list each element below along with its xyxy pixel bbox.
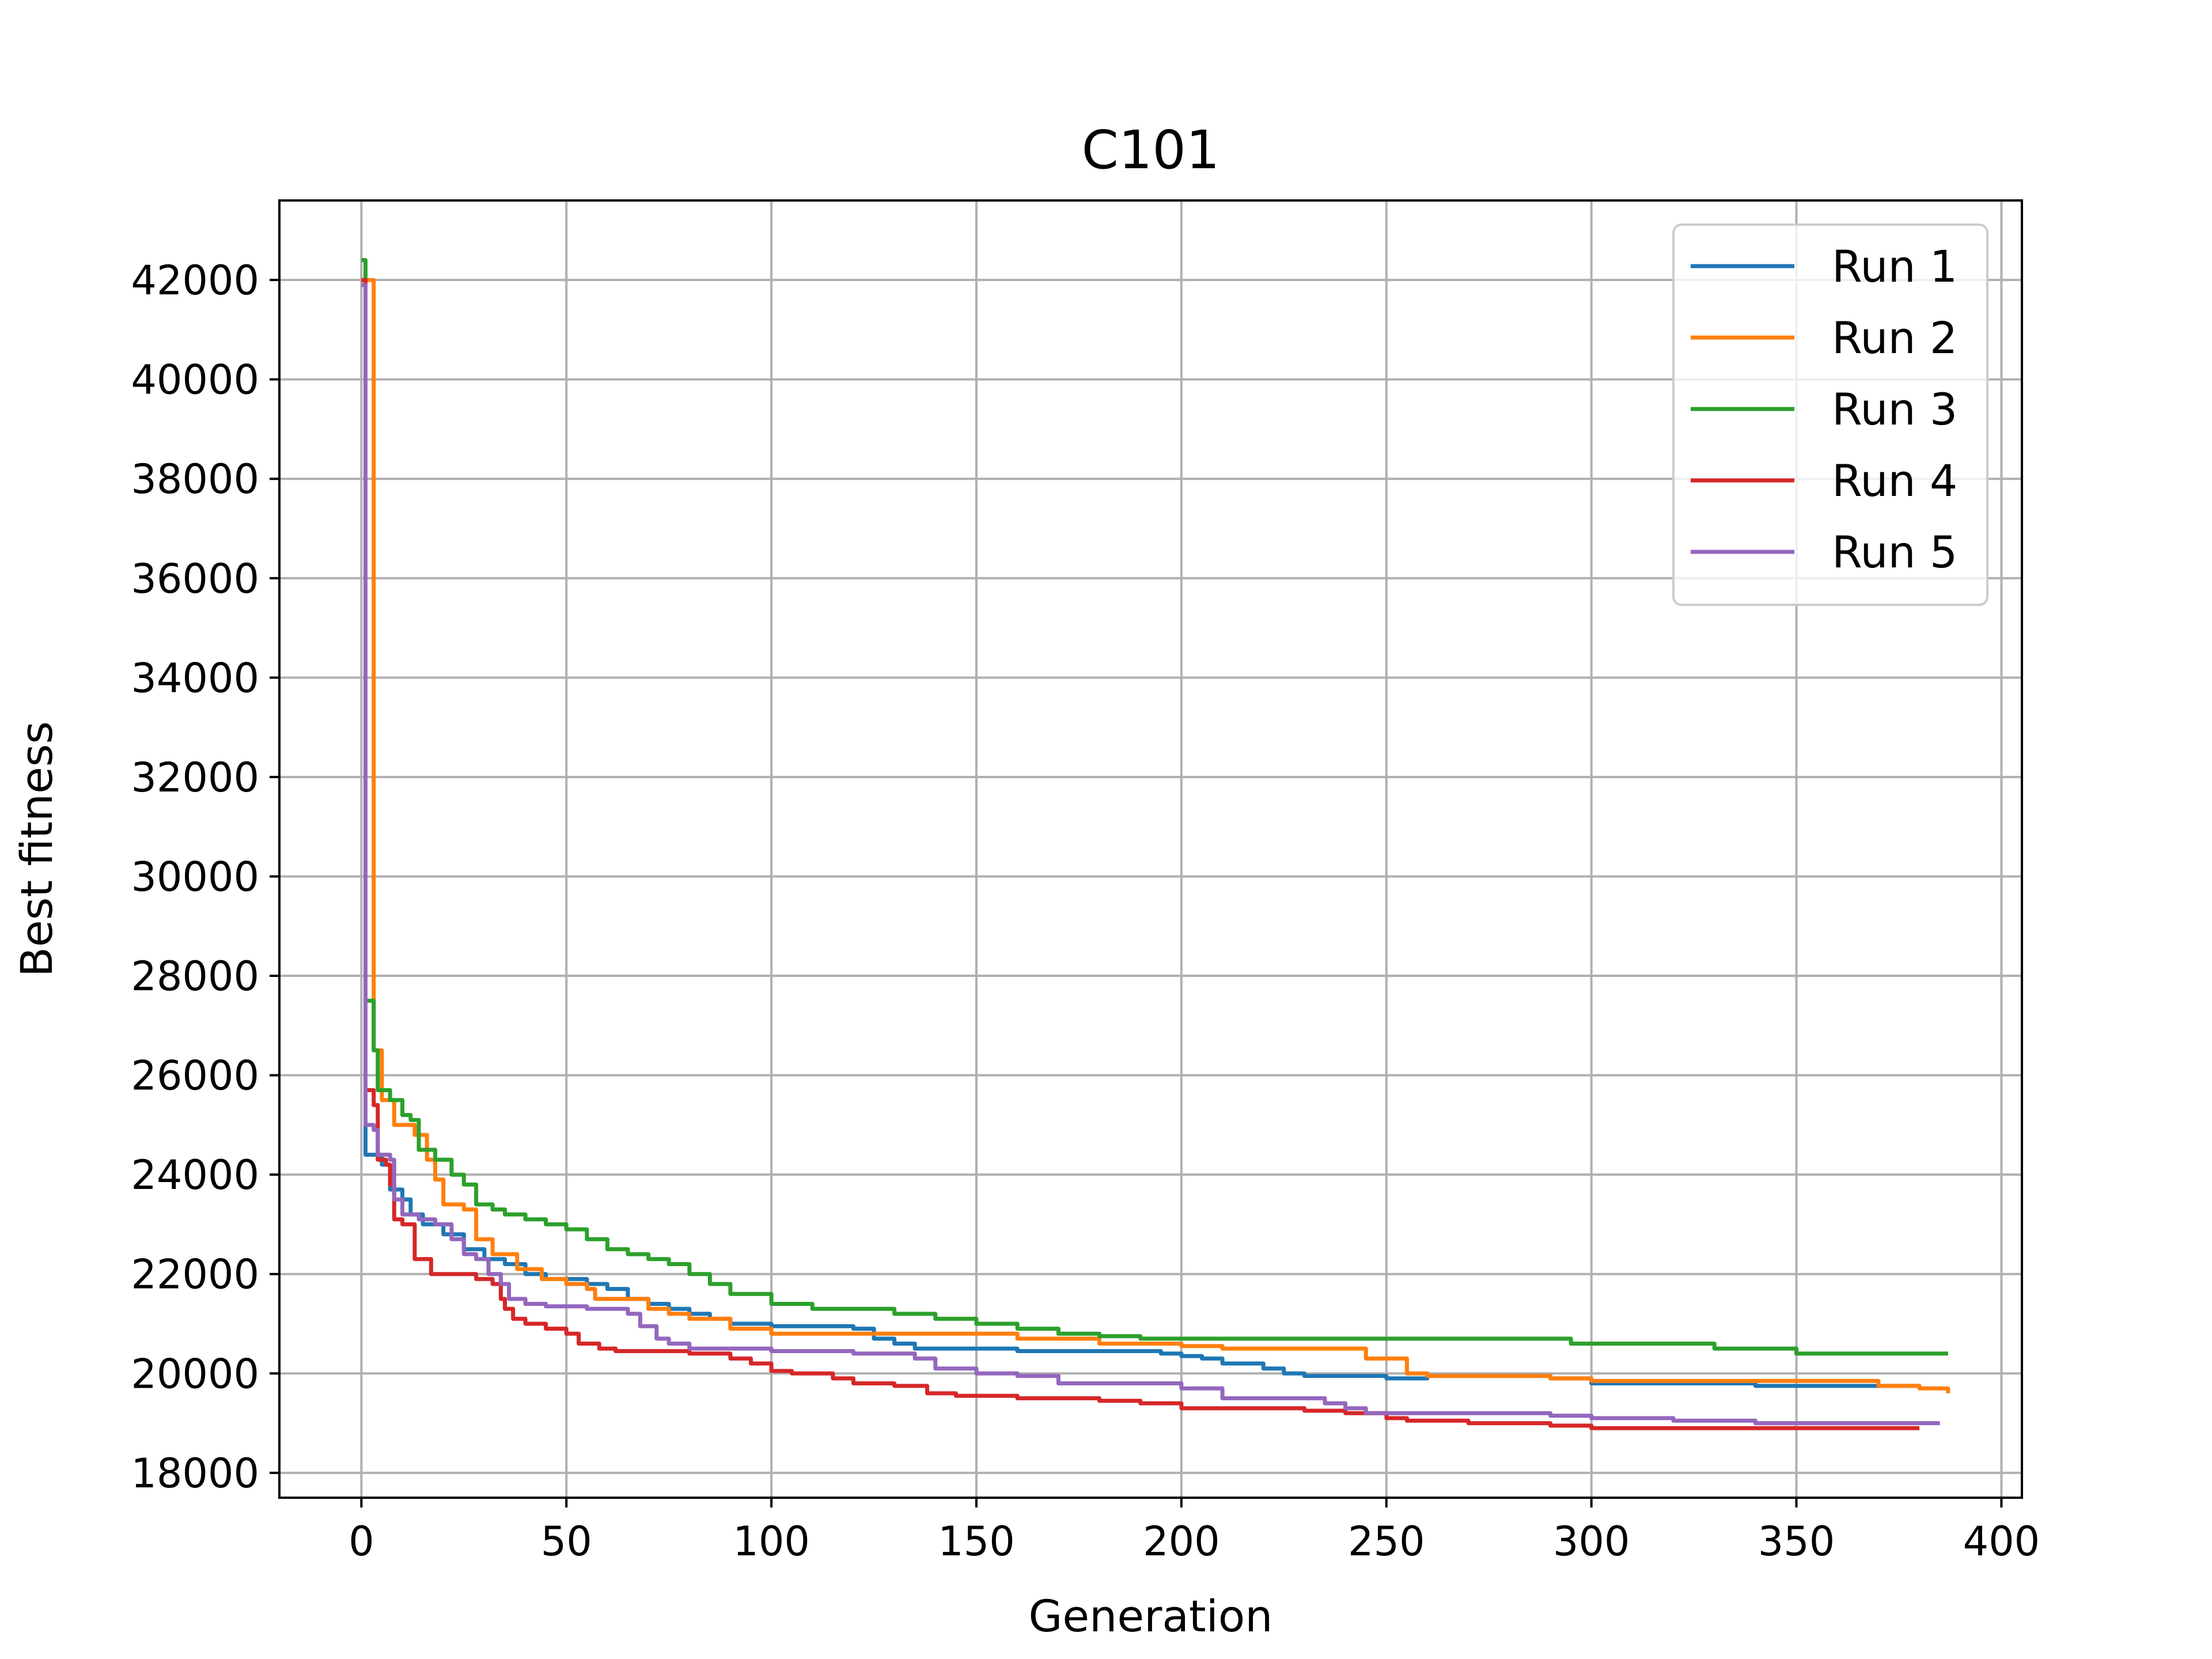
ticks-group: 0 50 100 150 200 250 300 350 400 18000 20000 22000 2… [131,257,2040,1565]
series-group [361,258,1950,1430]
legend-label: Run 2 [1832,312,1957,363]
series-line-run-2 [361,278,1950,1393]
y-tick-label: 26000 [131,1052,259,1100]
y-tick-label: 30000 [131,853,259,900]
y-tick-label: 36000 [131,555,259,603]
series-line-run-4 [361,278,1920,1430]
x-tick-label: 150 [938,1518,1015,1565]
x-tick-label: 250 [1348,1518,1425,1565]
y-tick-label: 34000 [131,654,259,702]
legend-box [1672,224,1988,606]
y-tick-label: 42000 [131,257,259,304]
series-line-run-3 [361,258,1948,1356]
x-tick-label: 100 [733,1518,810,1565]
y-tick-label: 20000 [131,1350,259,1397]
x-axis-label: Generation [1029,1590,1273,1642]
x-tick-label: 0 [349,1518,374,1565]
chart-title: C101 [1082,119,1220,181]
x-tick-label: 300 [1553,1518,1630,1565]
y-tick-label: 18000 [131,1450,259,1497]
y-tick-label: 24000 [131,1152,259,1199]
y-tick-label: 22000 [131,1251,259,1298]
y-tick-label: 28000 [131,953,259,1000]
x-tick-label: 50 [541,1518,592,1565]
legend-label: Run 1 [1832,241,1957,292]
legend: Run 1 Run 2 Run 3 Run 4 Run 5 [1672,224,1988,606]
y-tick-label: 38000 [131,456,259,503]
x-tick-label: 200 [1143,1518,1220,1565]
x-tick-label: 400 [1963,1518,2040,1565]
legend-label: Run 3 [1832,384,1957,435]
y-tick-label: 32000 [131,754,259,801]
legend-label: Run 5 [1832,527,1957,578]
series-line-run-5 [361,283,1940,1426]
plot-frame [278,199,2023,1499]
x-tick-label: 350 [1758,1518,1835,1565]
y-tick-label: 40000 [131,357,259,404]
y-axis-label: Best fitness [11,721,62,977]
legend-label: Run 4 [1832,455,1957,506]
